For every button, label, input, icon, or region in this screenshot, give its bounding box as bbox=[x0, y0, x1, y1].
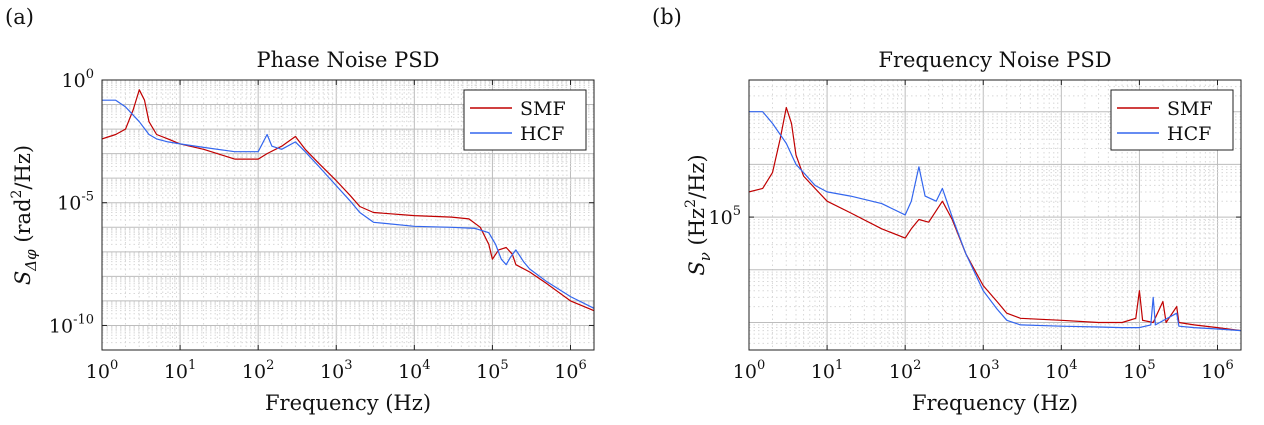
x-tick-label: 102 bbox=[242, 358, 274, 383]
x-tick-label: 102 bbox=[889, 358, 921, 383]
series-group bbox=[749, 106, 1241, 332]
legend-label-smf: SMF bbox=[1167, 98, 1213, 120]
x-tick-label: 104 bbox=[398, 358, 430, 383]
legend-box bbox=[1110, 89, 1234, 151]
series-group bbox=[102, 89, 594, 312]
x-tick-label: 105 bbox=[476, 358, 508, 383]
y-tick-label: 100 bbox=[62, 67, 94, 92]
x-tick-label: 103 bbox=[967, 358, 999, 383]
x-tick-label: 105 bbox=[1123, 358, 1155, 383]
panel-label: (b) bbox=[652, 5, 682, 29]
y-axis-label: SΔφ (rad2/Hz) bbox=[9, 145, 40, 285]
x-tick-label: 101 bbox=[811, 358, 843, 383]
legend-label-smf: SMF bbox=[520, 98, 566, 120]
legend-label-hcf: HCF bbox=[1167, 123, 1211, 145]
legend-label-hcf: HCF bbox=[520, 123, 564, 145]
x-tick-label: 106 bbox=[1201, 358, 1233, 383]
panel-a: 100 101 102 103 104 105 106 100 10-5 10-10 Phase N… bbox=[5, 5, 595, 415]
x-tick-label: 103 bbox=[320, 358, 352, 383]
y-axis-label: Sν (Hz2/Hz) bbox=[683, 154, 714, 275]
y-tick-label: 10-5 bbox=[57, 190, 94, 215]
x-axis-label: Frequency (Hz) bbox=[265, 391, 431, 415]
chart-title: Frequency Noise PSD bbox=[878, 48, 1111, 72]
axes-box bbox=[748, 79, 1242, 351]
axes-box bbox=[101, 79, 595, 351]
series-line-hcf bbox=[102, 99, 594, 309]
panel-label: (a) bbox=[5, 5, 34, 29]
y-tick-label: 10-10 bbox=[49, 312, 94, 337]
x-axis-label: Frequency (Hz) bbox=[912, 391, 1078, 415]
chart-title: Phase Noise PSD bbox=[256, 48, 439, 72]
x-tick-label: 100 bbox=[733, 358, 765, 383]
panel-b: 100 101 102 103 104 105 106 105 Frequency Noise … bbox=[652, 5, 1242, 415]
x-tick-label: 106 bbox=[554, 358, 586, 383]
legend: SMF HCF bbox=[1110, 89, 1234, 151]
legend: SMF HCF bbox=[463, 89, 587, 151]
x-tick-label: 100 bbox=[86, 358, 118, 383]
x-tick-label: 104 bbox=[1045, 358, 1077, 383]
series-line-hcf bbox=[749, 111, 1241, 332]
series-line-smf bbox=[102, 89, 594, 312]
y-tick-label: 105 bbox=[709, 204, 741, 229]
legend-box bbox=[463, 89, 587, 151]
x-tick-label: 101 bbox=[164, 358, 196, 383]
